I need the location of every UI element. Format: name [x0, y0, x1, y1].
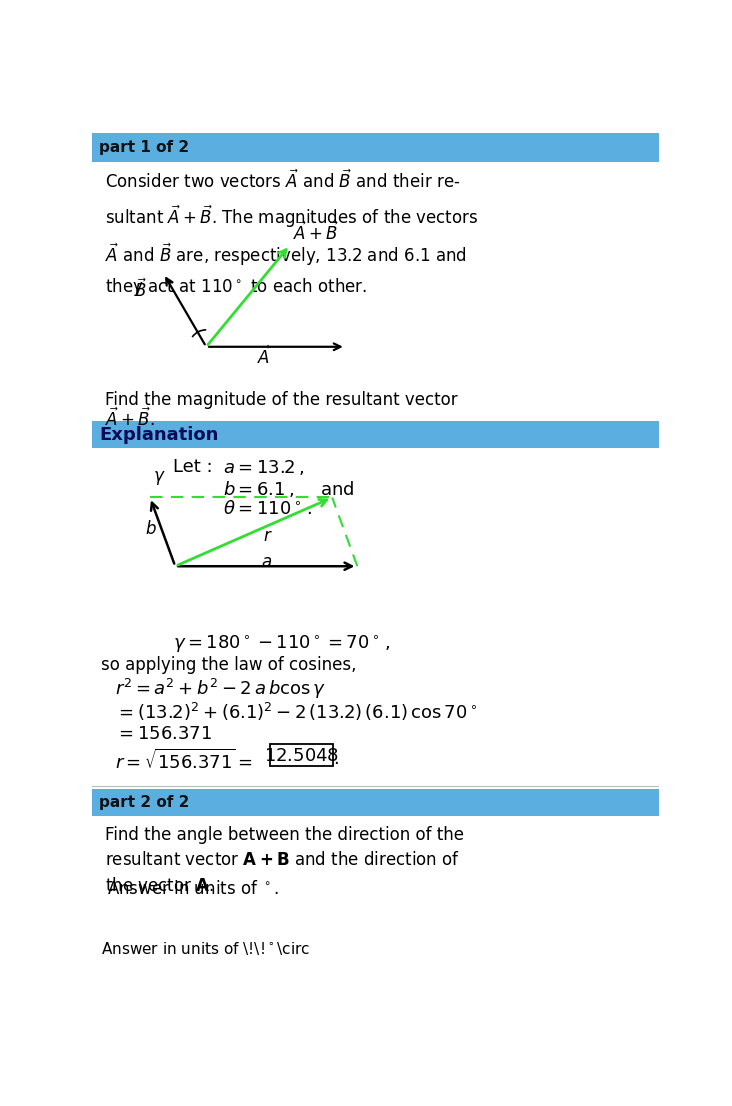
Text: $\gamma$: $\gamma$: [153, 469, 166, 487]
Text: Find the angle between the direction of the
resultant vector $\mathbf{A+B}$ and : Find the angle between the direction of …: [105, 826, 464, 895]
Text: $b = 6.1\,,\quad$ and: $b = 6.1\,,\quad$ and: [223, 479, 355, 499]
Text: $\vec{A}+\vec{B}$: $\vec{A}+\vec{B}$: [293, 221, 339, 243]
Text: $= (13.2)^2 + (6.1)^2 - 2\,(13.2)\,(6.1)\,\cos 70^\circ$: $= (13.2)^2 + (6.1)^2 - 2\,(13.2)\,(6.1)…: [115, 701, 477, 723]
Text: $= 156.371$: $= 156.371$: [115, 724, 212, 743]
Text: $\vec{B}$: $\vec{B}$: [134, 279, 147, 301]
Text: $b$: $b$: [145, 520, 157, 538]
Bar: [92, 789, 659, 816]
Text: $a$: $a$: [261, 553, 272, 571]
Text: $r$: $r$: [263, 526, 273, 545]
Text: part 2 of 2: part 2 of 2: [100, 795, 190, 810]
Text: $r = \sqrt{156.371} = $: $r = \sqrt{156.371} = $: [115, 749, 253, 773]
Text: Consider two vectors $\vec{A}$ and $\vec{B}$ and their re-
sultant $\vec{A}+\vec: Consider two vectors $\vec{A}$ and $\vec…: [105, 169, 479, 299]
Text: Explanation: Explanation: [100, 426, 219, 444]
Text: Answer in units of $^\circ$.: Answer in units of $^\circ$.: [107, 879, 280, 898]
Text: Let :: Let :: [173, 458, 212, 477]
Text: so applying the law of cosines,: so applying the law of cosines,: [101, 656, 356, 675]
Text: $\theta = 110^\circ\,.$: $\theta = 110^\circ\,.$: [223, 500, 313, 518]
Text: $\gamma = 180^\circ - 110^\circ = 70^\circ\,,$: $\gamma = 180^\circ - 110^\circ = 70^\ci…: [173, 634, 391, 655]
Text: Find the magnitude of the resultant vector: Find the magnitude of the resultant vect…: [105, 390, 458, 409]
Text: $\vec{A}$: $\vec{A}$: [257, 345, 272, 367]
Bar: [92, 133, 659, 161]
Text: $r^2 = a^2 + b^2 - 2\,a\,b\cos\gamma$: $r^2 = a^2 + b^2 - 2\,a\,b\cos\gamma$: [115, 677, 326, 701]
Text: $.$: $.$: [333, 750, 339, 769]
Text: part 1 of 2: part 1 of 2: [100, 139, 190, 155]
Text: Answer in units of \!\!$^\circ$\circ: Answer in units of \!\!$^\circ$\circ: [101, 940, 310, 957]
Text: $12.5048$: $12.5048$: [264, 747, 339, 765]
Text: $\vec{A}+\vec{B}$.: $\vec{A}+\vec{B}$.: [105, 408, 155, 430]
Bar: [92, 421, 659, 448]
FancyBboxPatch shape: [270, 744, 333, 766]
Text: $a = 13.2\,,$: $a = 13.2\,,$: [223, 458, 305, 478]
